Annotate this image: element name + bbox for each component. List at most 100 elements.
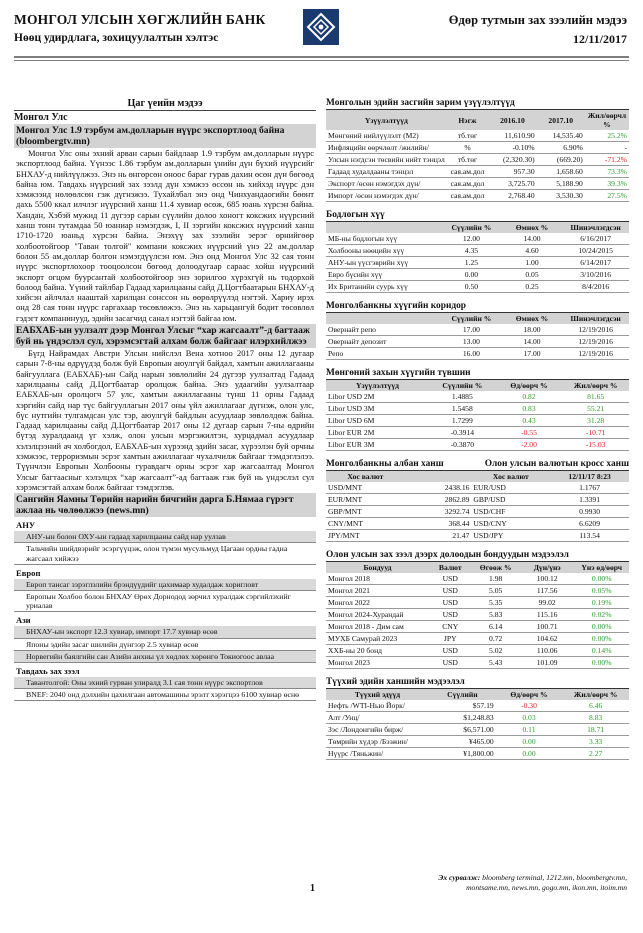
bonds-cell: 0.14% xyxy=(574,644,629,657)
policy-rate-title: Бодлогын хүү xyxy=(326,210,629,222)
news-item[interactable]: БНХАУ-ын экспорт 12.3 хувиар, импорт 17.… xyxy=(14,626,316,639)
news-headline-3[interactable]: Сангийн Яамны Төрийн нарийн бичгийн дарг… xyxy=(14,493,316,518)
policy-cell: Их Британийн суурь хүү xyxy=(326,280,442,293)
col-header: Үзүүлэлтүүд xyxy=(326,380,430,391)
libor-cell: 81.65 xyxy=(562,391,629,403)
fx-table: Хос валют Хос валют 12/11/17 8:23 USD/MN… xyxy=(326,471,629,542)
corridor-row: Репо 16.00 17.00 12/19/2016 xyxy=(326,347,629,360)
macro-cell: -71.2% xyxy=(584,153,629,166)
policy-row: Евро бүсийн хүү 0.00 0.05 3/10/2016 xyxy=(326,268,629,281)
fx-cell: 6.6209 xyxy=(550,517,629,530)
bonds-cell: 115.16 xyxy=(519,608,575,621)
libor-cell: Libor EUR 2M xyxy=(326,426,430,439)
bank-emblem-icon xyxy=(303,9,339,45)
commod-row: Төмрийн хүдэр /Бээжин/¥465.00 0.00 3.33 xyxy=(326,735,629,748)
corridor-cell: Овернайт депозит xyxy=(326,335,442,348)
policy-cell: Холбооны нөөцийн хүү xyxy=(326,244,442,257)
libor-cell: 0.82 xyxy=(495,391,563,403)
macro-row: Экспорт /өсөн нэмэгдэх дүн/сая.ам.дол 3,7… xyxy=(326,177,629,190)
news-item[interactable]: Европ тансаг зэрэглэлийн брэндүүдийг цах… xyxy=(14,578,316,592)
libor-cell: Libor USD 3M xyxy=(326,402,430,415)
fx-cell: EUR/MNT xyxy=(326,493,405,506)
corridor-cell: Овернайт репо xyxy=(326,324,442,336)
news-headline-2[interactable]: ЕАБХАБ-ын уулзалт дээр Монгол Улсыг “хар… xyxy=(14,324,316,349)
commod-cell: $6,571.00 xyxy=(429,723,496,736)
col-header: Сүүлийн % xyxy=(429,380,496,391)
commod-cell: $1,248.83 xyxy=(429,711,496,724)
commod-cell: Алт /Унц/ xyxy=(326,711,430,724)
col-header: Жил/өөрч % xyxy=(562,689,629,700)
col-header: Өд/өөрч % xyxy=(495,689,563,700)
fx-title-cross: Олон улсын валютын кросс ханш xyxy=(484,459,629,469)
news-item[interactable]: Норвегийн баялгийн сан Азийн анхны үл хө… xyxy=(14,650,316,664)
macro-cell: 6.90% xyxy=(536,141,585,154)
fx-cell: USD/CNY xyxy=(471,517,551,530)
bonds-cell: 5.05 xyxy=(471,584,520,597)
libor-cell: -15.03 xyxy=(562,438,629,451)
policy-cell: 0.25 xyxy=(501,280,563,293)
bonds-cell: 0.00% xyxy=(574,620,629,633)
policy-rate-table: Сүүлийн % Өмнөх % Шинэчлэгдсэн МБ-ны бод… xyxy=(326,222,629,293)
policy-cell: 6/16/2017 xyxy=(562,233,629,245)
col-header: Дүн/үнэ xyxy=(519,562,575,573)
libor-cell: -2.00 xyxy=(495,438,563,451)
news-item[interactable]: Тальчийн шийдвэрийг эсэргүүцэж, олон түм… xyxy=(14,543,316,565)
bonds-cell: 0.00% xyxy=(574,656,629,669)
fx-cell: 2438.16 xyxy=(404,482,472,494)
bonds-row: Монгол 2021 USD 5.05 117.56 0.05% xyxy=(326,584,629,597)
region-usa: АНУ xyxy=(16,520,36,531)
macro-cell: Импорт /өсөн нэмэгдэх дүн/ xyxy=(326,189,447,202)
bonds-cell: 0.02% xyxy=(574,608,629,621)
macro-row: Инфляцийн өөрчлөлт /жилийн/% -0.10% 6.90% - xyxy=(326,141,629,154)
macro-table-title: Монголын эдийн засгийн зарим үзүүлэлтүүд xyxy=(326,98,629,110)
fx-row: USD/MNT 2438.16 EUR/USD 1.1767 xyxy=(326,482,629,494)
news-item[interactable]: Японы эдийн засаг шилийн дүнгээр 2.5 хув… xyxy=(14,639,316,651)
col-header: 2017.10 xyxy=(536,110,585,130)
bonds-row: Монгол 2023 USD 5.43 101.09 0.00% xyxy=(326,656,629,669)
col-header: Өгөөж % xyxy=(471,562,520,573)
commod-cell: -0.30 xyxy=(495,700,563,712)
news-item[interactable]: АНУ-ын болон ОХУ-ын гадаад харилцааны са… xyxy=(14,531,316,544)
macro-cell: 27.5% xyxy=(584,189,629,202)
news-item[interactable]: Тавантолгой: Оны эхний гурван улиралд 3.… xyxy=(14,677,316,690)
bonds-cell: Монгол 2018 xyxy=(326,573,430,585)
macro-cell: 25.2% xyxy=(584,130,629,142)
news-headline-1[interactable]: Монгол Улс 1.9 тэрбум ам.долларын нүүрс … xyxy=(14,124,316,148)
fx-row: CNY/MNT 368.44 USD/CNY 6.6209 xyxy=(326,517,629,530)
policy-cell: 10/24/2015 xyxy=(562,244,629,257)
policy-cell: Евро бүсийн хүү xyxy=(326,268,442,281)
bonds-cell: 104.62 xyxy=(519,632,575,645)
libor-row: Libor EUR 2M -0.3914 -0.55 -10.71 xyxy=(326,426,629,439)
bonds-cell: USD xyxy=(429,656,472,669)
libor-cell: -10.71 xyxy=(562,426,629,439)
commod-cell: Зэс /Лондонгийн бирж/ xyxy=(326,723,430,736)
macro-cell: Экспорт /өсөн нэмэгдэх дүн/ xyxy=(326,177,447,190)
bonds-cell: USD xyxy=(429,608,472,621)
bonds-cell: USD xyxy=(429,644,472,657)
fx-cell: JPY/MNT xyxy=(326,529,405,542)
macro-row: Мөнгөний нийлүүлэлт (M2) тб.төг 11,610.90 1… xyxy=(326,130,629,142)
news-item[interactable]: Европын Холбоо болон БНХАУ Өрөх Дорнодод… xyxy=(14,591,316,613)
department-name: Нөөц удирдлага, зохицуулалтын хэлтэс xyxy=(14,32,219,44)
commod-cell: 0.00 xyxy=(495,735,563,748)
policy-cell: 0.05 xyxy=(501,268,563,281)
fx-cell: 1.3391 xyxy=(550,493,629,506)
commod-cell: 2.27 xyxy=(562,747,629,760)
policy-cell: 1.00 xyxy=(501,256,563,269)
bonds-row: Монгол 2022 USD 5.35 99.02 0.19% xyxy=(326,596,629,609)
report-date: 12/11/2017 xyxy=(572,32,627,46)
bonds-cell: ХХБ-ны 20 бонд xyxy=(326,644,430,657)
libor-row: Libor USD 6M 1.7299 0.43 31.28 xyxy=(326,414,629,427)
macro-cell: сая.ам.дол xyxy=(446,189,489,202)
libor-rows: Libor USD 2M 1.4885 0.82 81.65 Libor USD 3M 1… xyxy=(326,391,629,451)
indicators-column: Монголын эдийн засгийн зарим үзүүлэлтүүд… xyxy=(326,98,629,760)
region-commodity-market: Тавдахь зах зээл xyxy=(16,666,80,677)
bonds-cell: 100.71 xyxy=(519,620,575,633)
news-item[interactable]: BNEF: 2040 онд дэлхийн цахилгаан автомаш… xyxy=(14,689,316,702)
col-header: Сүүлийн % xyxy=(441,222,502,233)
bonds-cell: 1.98 xyxy=(471,573,520,585)
col-header: Сүүлийн xyxy=(429,689,496,700)
macro-cell: Мөнгөний нийлүүлэлт (M2) xyxy=(326,130,447,142)
commod-row: Алт /Унц/$1,248.83 0.03 8.83 xyxy=(326,711,629,724)
macro-cell: Инфляцийн өөрчлөлт /жилийн/ xyxy=(326,141,447,154)
